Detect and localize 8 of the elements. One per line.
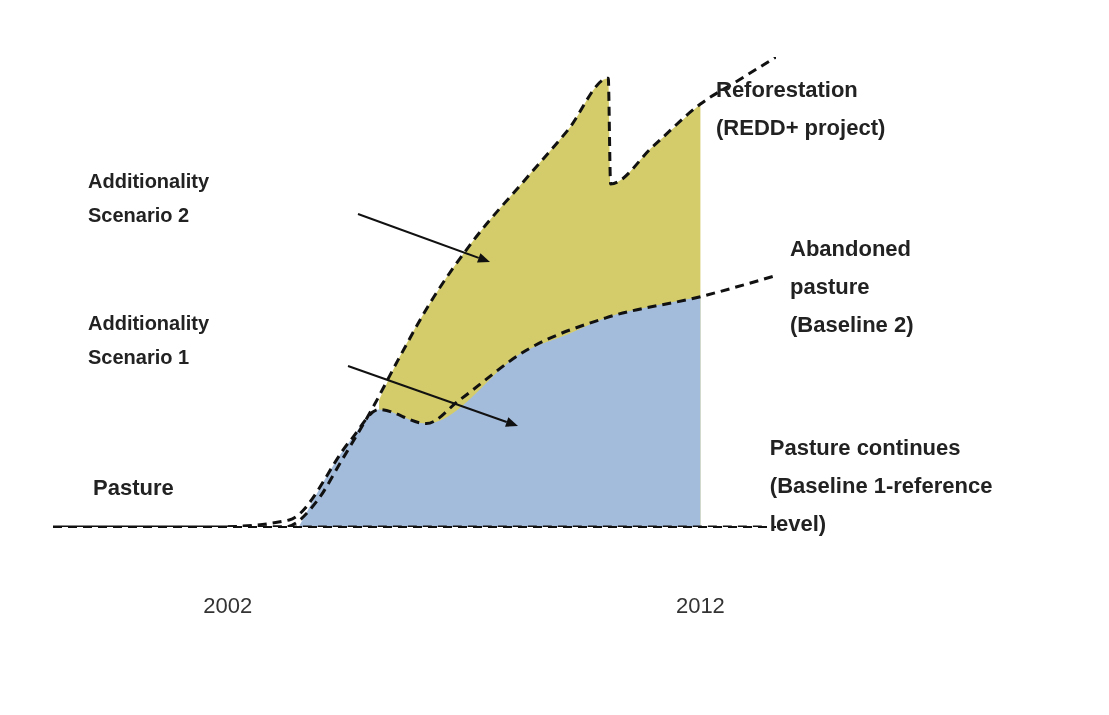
annotation: Additionality Scenario 2 <box>88 170 210 226</box>
x-tick-label: 2002 <box>203 592 253 618</box>
series-label: Reforestation (REDD+ project) <box>716 77 886 140</box>
series-label: Pasture <box>93 475 174 500</box>
annotation: Additionality Scenario 1 <box>88 312 210 368</box>
series-label: Abandoned pasture (Baseline 2) <box>790 235 914 337</box>
x-tick-label: 2012 <box>675 592 725 618</box>
series-label: Pasture continues (Baseline 1-reference level) <box>769 435 993 536</box>
